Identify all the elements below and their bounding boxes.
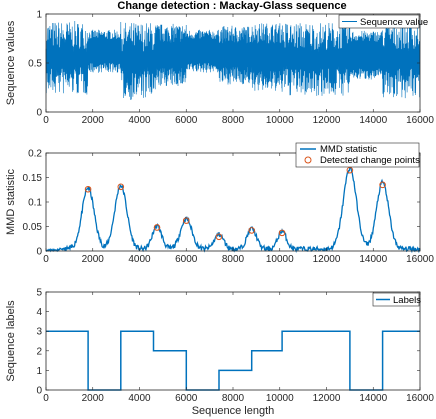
x-tick-label: 10000 — [266, 393, 294, 404]
change-point-marker — [117, 183, 125, 191]
x-tick-label: 2000 — [82, 393, 105, 404]
x-tick-label: 14000 — [359, 254, 387, 265]
change-point-marker — [182, 217, 190, 224]
y-tick-label: 4 — [36, 307, 42, 318]
chart-title: Change detection : Mackay-Glass sequence — [117, 0, 346, 12]
change-point-marker — [84, 185, 92, 193]
labels-legend: Labels — [372, 292, 421, 307]
y-tick-label: 0.05 — [23, 222, 43, 233]
y-tick-label: 2 — [36, 346, 42, 357]
change-point-marker — [153, 224, 161, 231]
x-tick-label: 8000 — [222, 254, 245, 265]
mmd-ticks: 0 2000 4000 6000 8000 10000 12000 14000 16000 0 0.… — [23, 149, 435, 266]
x-tick-label: 6000 — [175, 115, 198, 126]
mmd-legend: MMD statistic Detected change points — [295, 142, 420, 168]
x-tick-label: 16000 — [406, 115, 434, 126]
mmd-statistic-line — [45, 166, 421, 254]
sequence-legend: Sequence value — [338, 14, 428, 29]
labels-xlabel: Sequence length — [192, 405, 275, 417]
y-tick-label: 0 — [36, 386, 42, 397]
x-tick-label: 0 — [43, 393, 49, 404]
x-tick-label: 6000 — [175, 254, 198, 265]
x-tick-label: 8000 — [222, 115, 245, 126]
change-point-marker — [346, 166, 354, 174]
sequence-ylabel: Sequence values — [5, 20, 17, 105]
labels-panel: 0 2000 4000 6000 8000 10000 12000 14000 16000 0 1 2… — [5, 288, 434, 418]
labels-step-line — [46, 330, 420, 391]
y-tick-label: 0 — [36, 108, 42, 119]
x-tick-label: 12000 — [313, 115, 341, 126]
x-tick-label: 14000 — [359, 115, 387, 126]
sequence-panel: 0 2000 4000 6000 8000 10000 12000 14000 16000 0 0.… — [5, 10, 434, 127]
sequence-value-line — [45, 19, 421, 100]
mmd-ylabel: MMD statistic — [5, 169, 17, 236]
y-tick-label: 1 — [36, 366, 42, 377]
x-tick-label: 0 — [43, 254, 49, 265]
x-tick-label: 2000 — [82, 115, 105, 126]
y-tick-label: 0 — [36, 247, 42, 258]
change-point-marker — [248, 227, 255, 234]
change-point-markers — [84, 166, 386, 241]
x-tick-label: 10000 — [266, 115, 294, 126]
sequence-series — [45, 19, 421, 100]
change-point-marker — [278, 229, 286, 237]
legend-mmd-statistic: MMD statistic — [320, 144, 377, 155]
x-tick-label: 4000 — [128, 115, 151, 126]
y-tick-label: 0.1 — [28, 198, 42, 209]
labels-axes — [45, 291, 421, 391]
x-tick-label: 12000 — [313, 393, 341, 404]
x-tick-label: 16000 — [406, 254, 434, 265]
change-point-marker — [379, 181, 386, 189]
y-tick-label: 3 — [36, 327, 42, 338]
mmd-panel: 0 2000 4000 6000 8000 10000 12000 14000 16000 0 0.… — [5, 142, 435, 266]
x-tick-label: 4000 — [128, 254, 151, 265]
labels-ticks: 0 2000 4000 6000 8000 10000 12000 14000 16000 0 1 2… — [36, 288, 434, 405]
labels-series — [46, 330, 420, 391]
labels-ylabel: Sequence labels — [5, 300, 17, 382]
legend-labels: Labels — [393, 295, 421, 306]
y-tick-label: 1 — [36, 10, 42, 21]
mmd-series — [45, 166, 421, 254]
legend-sequence-value: Sequence value — [360, 17, 428, 28]
x-tick-label: 12000 — [313, 254, 341, 265]
mmd-axes — [45, 152, 421, 252]
y-tick-label: 0.15 — [23, 173, 43, 184]
change-point-marker — [215, 233, 223, 241]
legend-change-points: Detected change points — [320, 155, 420, 166]
y-tick-label: 0.2 — [28, 149, 42, 160]
x-tick-label: 10000 — [266, 254, 294, 265]
x-tick-label: 2000 — [82, 254, 105, 265]
x-tick-label: 8000 — [222, 393, 245, 404]
x-tick-label: 14000 — [359, 393, 387, 404]
x-tick-label: 0 — [43, 115, 49, 126]
x-tick-label: 6000 — [175, 393, 198, 404]
x-tick-label: 4000 — [128, 393, 151, 404]
y-tick-label: 0.5 — [28, 59, 42, 70]
y-tick-label: 5 — [36, 288, 42, 299]
x-tick-label: 16000 — [406, 393, 434, 404]
sequence-ticks: 0 2000 4000 6000 8000 10000 12000 14000 16000 0 0.… — [28, 10, 434, 127]
